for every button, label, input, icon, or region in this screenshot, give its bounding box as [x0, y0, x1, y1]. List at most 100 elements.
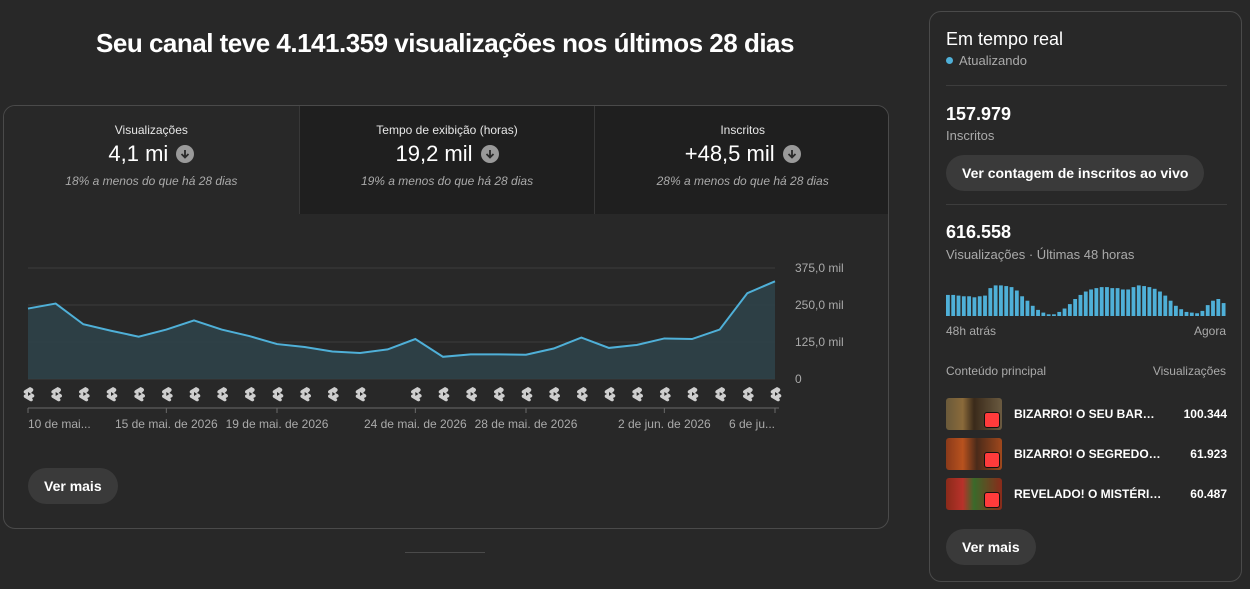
data-point	[714, 324, 726, 336]
realtime-bar	[1142, 286, 1146, 316]
shorts-icon	[984, 412, 1000, 428]
tab-comparison: 18% a menos do que há 28 dias	[65, 174, 238, 188]
data-point	[22, 303, 34, 315]
tab-value: 4,1 mi	[4, 141, 299, 167]
views-48h-label: Visualizações · Últimas 48 horas	[946, 247, 1135, 262]
video-thumbnail	[946, 438, 1002, 470]
x-tick-label: 2 de jun. de 2026	[618, 417, 711, 431]
shorts-marker-icon	[577, 387, 588, 402]
realtime-bar	[1025, 300, 1030, 316]
shorts-marker-icon	[23, 387, 35, 402]
tab-value: +48,5 mil	[595, 141, 888, 167]
realtime-bar	[1173, 305, 1178, 316]
data-point	[105, 325, 117, 337]
tab-watch-time[interactable]: Tempo de exibição (horas) 19,2 mil 19% a…	[298, 106, 595, 214]
views-line-chart[interactable]: 375,0 mil 250,0 mil 125,0 mil 0 10 de mai...…	[4, 214, 889, 444]
subscriber-count: 157.979	[946, 104, 1012, 124]
realtime-panel: Em tempo real Atualizando 157.979 Inscri…	[929, 11, 1242, 582]
shorts-marker-icon	[770, 387, 782, 402]
arrow-down-icon	[782, 145, 801, 163]
realtime-bar	[1014, 290, 1019, 316]
see-more-button[interactable]: Ver mais	[28, 468, 118, 504]
shorts-marker-icon	[189, 387, 201, 402]
realtime-bar	[1073, 299, 1078, 316]
data-point	[382, 343, 394, 355]
realtime-bar	[967, 296, 972, 316]
shorts-marker-icon	[494, 387, 505, 402]
realtime-bar	[1115, 288, 1120, 316]
views-column-header: Visualizações	[1152, 364, 1226, 378]
realtime-bar	[956, 295, 961, 316]
see-more-realtime-button[interactable]: Ver mais	[946, 529, 1036, 565]
video-thumbnail	[946, 478, 1002, 510]
series-line	[27, 280, 776, 358]
realtime-bar	[1099, 287, 1104, 316]
shorts-marker-icon	[411, 387, 422, 402]
realtime-title: Em tempo real	[946, 29, 1064, 49]
realtime-bar	[1036, 309, 1040, 316]
data-point	[299, 341, 311, 353]
data-point	[575, 332, 587, 344]
top-content-item[interactable]: BIZARRO! O SEGREDO do... 61.923	[946, 438, 1227, 470]
data-point	[741, 287, 753, 299]
realtime-bar	[993, 285, 998, 316]
video-title: BIZARRO! O SEU BARRACO...	[1014, 407, 1162, 421]
shorts-marker-icon	[106, 387, 118, 402]
shorts-marker-icon	[51, 387, 62, 402]
realtime-bar	[1052, 314, 1056, 316]
video-title: BIZARRO! O SEGREDO do...	[1014, 447, 1162, 461]
video-title: REVELADO! O MISTÉRIO...	[1014, 487, 1162, 501]
top-content-header: Conteúdo principal	[946, 364, 1047, 378]
y-tick-label: 125,0 mil	[795, 335, 844, 349]
data-point	[465, 348, 477, 360]
x-tick-label: 15 de mai. de 2026	[115, 417, 218, 431]
shorts-marker-icon	[715, 387, 726, 402]
realtime-bar	[1094, 288, 1099, 316]
live-subscriber-count-button[interactable]: Ver contagem de inscritos ao vivo	[946, 155, 1205, 191]
tab-subscribers[interactable]: Inscritos +48,5 mil 28% a menos do que h…	[594, 106, 888, 214]
tab-value-text: 4,1 mi	[108, 141, 169, 166]
tab-views[interactable]: Visualizações 4,1 mi 18% a menos do que …	[4, 106, 299, 214]
shorts-marker-icon	[521, 387, 533, 402]
realtime-bar	[1004, 286, 1009, 316]
series-area	[28, 281, 775, 379]
realtime-bar	[1163, 295, 1168, 316]
shorts-marker-icon	[743, 387, 754, 402]
data-point	[354, 347, 366, 359]
data-point	[50, 298, 62, 310]
views-48h-bar-chart[interactable]	[946, 282, 1227, 316]
divider	[946, 204, 1227, 205]
realtime-bar	[972, 297, 977, 316]
tab-comparison: 19% a menos do que há 28 dias	[360, 174, 534, 188]
x-tick-label: 10 de mai...	[28, 417, 91, 431]
page-headline: Seu canal teve 4.141.359 visualizações n…	[96, 28, 794, 58]
realtime-bar	[951, 294, 956, 316]
realtime-bar	[1211, 300, 1215, 316]
x-tick-label: 6 de ju...	[729, 417, 775, 431]
data-point	[271, 338, 283, 350]
metric-tabs: Visualizações 4,1 mi 18% a menos do que …	[4, 106, 888, 214]
shorts-marker-icon	[245, 387, 256, 402]
top-content-item[interactable]: REVELADO! O MISTÉRIO... 60.487	[946, 478, 1227, 510]
data-point	[548, 343, 560, 355]
shorts-marker-icon	[162, 387, 173, 402]
realtime-bar	[1168, 300, 1173, 316]
shorts-marker-icon	[328, 387, 339, 402]
realtime-status: Atualizando	[946, 53, 1027, 68]
tab-label: Visualizações	[114, 123, 188, 137]
y-tick-label: 0	[795, 372, 802, 386]
realtime-bar	[1078, 294, 1083, 316]
realtime-bar	[1067, 304, 1072, 316]
realtime-bar	[1179, 309, 1184, 316]
realtime-bar	[1009, 287, 1014, 316]
realtime-bar	[1195, 313, 1200, 316]
data-point	[160, 324, 172, 336]
realtime-bar	[983, 295, 987, 316]
shorts-marker-icon	[438, 387, 450, 402]
realtime-bar	[1189, 312, 1194, 316]
subscriber-label: Inscritos	[946, 128, 995, 143]
data-point	[603, 342, 615, 354]
top-content-item[interactable]: BIZARRO! O SEU BARRACO... 100.344	[946, 398, 1227, 430]
realtime-bar	[1110, 288, 1115, 316]
shorts-marker-icon	[134, 387, 145, 402]
